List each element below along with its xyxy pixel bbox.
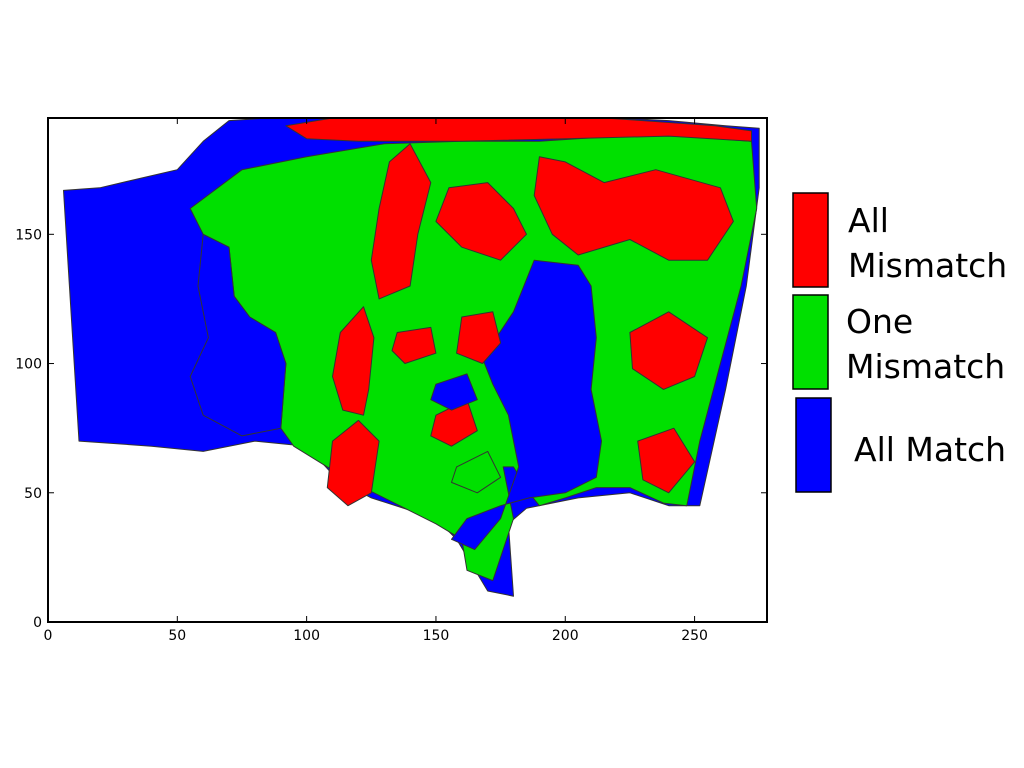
y-tick-label: 50 xyxy=(24,486,42,502)
region-all-mismatch-5 xyxy=(370,143,432,300)
legend-label-line: One xyxy=(846,302,913,341)
region-all-match-3 xyxy=(451,259,602,551)
region-all-mismatch-8 xyxy=(332,306,375,416)
region-all-mismatch-7 xyxy=(435,182,527,261)
plot-frame xyxy=(47,117,768,623)
y-tick-label: 0 xyxy=(33,615,42,631)
region-all-mismatch-11 xyxy=(629,311,708,390)
x-tick-label: 50 xyxy=(168,628,186,644)
legend-label-line: Mismatch xyxy=(848,246,1007,285)
x-tick-label: 200 xyxy=(552,628,579,644)
region-all-mismatch-6 xyxy=(533,156,734,261)
legend-label-all-match: All Match xyxy=(854,430,1006,469)
region-all-mismatch-13 xyxy=(326,419,380,507)
x-tick-label: 150 xyxy=(423,628,450,644)
legend-swatch-all-mismatch xyxy=(792,192,829,288)
region-all-match-15 xyxy=(430,373,478,411)
legend-swatch-one-mismatch xyxy=(792,294,829,390)
region-all-match-2 xyxy=(189,233,287,437)
legend: All Mismatch One Mismatch All Match xyxy=(792,192,1007,493)
y-tick-label: 100 xyxy=(15,357,42,373)
y-tick-label: 150 xyxy=(15,227,42,243)
x-axis: 0 50 100 150 200 250 xyxy=(44,118,708,644)
region-one-mismatch-16 xyxy=(451,450,502,494)
legend-label-line: Mismatch xyxy=(846,347,1005,386)
y-axis: 0 50 100 150 xyxy=(15,227,767,631)
map-regions xyxy=(63,118,760,597)
region-all-mismatch-12 xyxy=(637,427,696,494)
region-all-mismatch-10 xyxy=(456,311,502,364)
region-all-mismatch-9 xyxy=(391,326,437,364)
x-tick-label: 0 xyxy=(44,628,53,644)
region-all-mismatch-4 xyxy=(285,118,752,142)
legend-label-line: All Match xyxy=(854,430,1006,469)
legend-label-one-mismatch: One Mismatch xyxy=(846,302,1005,386)
legend-label-all-mismatch: All Mismatch xyxy=(848,201,1007,285)
x-tick-label: 100 xyxy=(293,628,320,644)
legend-label-line: All xyxy=(848,201,889,240)
x-tick-label: 250 xyxy=(681,628,708,644)
legend-swatch-all-match xyxy=(795,397,832,493)
